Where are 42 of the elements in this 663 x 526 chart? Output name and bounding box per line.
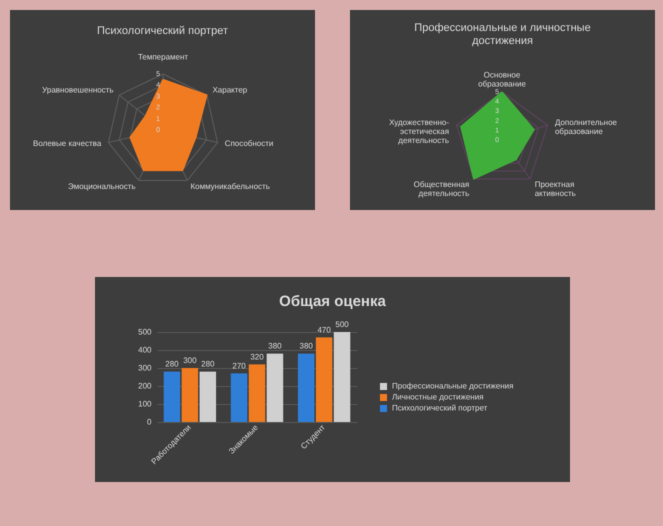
bar xyxy=(298,354,314,422)
data-label: 380 xyxy=(268,342,282,351)
bar xyxy=(200,372,216,422)
spoke-label: Уравновешенность xyxy=(42,86,114,95)
y-tick-label: 0 xyxy=(147,418,152,426)
spoke-label: Эмоциональность xyxy=(68,182,136,192)
spoke-label: Темперамент xyxy=(138,52,188,62)
spoke-label: Характер xyxy=(212,86,248,95)
spoke-label: Волевые качества xyxy=(33,139,102,148)
legend-label: Психологический портрет xyxy=(392,404,488,412)
data-label: 500 xyxy=(335,320,350,329)
bar xyxy=(248,364,266,422)
bar xyxy=(334,332,350,422)
spoke-label: Общественная деятельность xyxy=(414,180,470,198)
data-label: 470 xyxy=(317,325,332,334)
chart-title: Общая оценка xyxy=(279,293,386,310)
y-tick-label: 300 xyxy=(138,364,152,372)
bar xyxy=(182,368,198,422)
data-label: 320 xyxy=(250,352,264,362)
chart-title: Психологический портрет xyxy=(96,25,228,37)
spoke-label: Проектная активность xyxy=(534,180,576,198)
bar xyxy=(316,337,332,422)
spoke-label: Способности xyxy=(224,139,274,148)
spoke-label: Коммуникабельность xyxy=(190,182,270,192)
bar xyxy=(164,372,180,422)
data-label: 300 xyxy=(183,356,198,365)
y-tick-label: 100 xyxy=(138,400,152,408)
bar xyxy=(266,354,284,422)
bar xyxy=(230,373,248,422)
legend-label: Профессиональные достижения xyxy=(392,382,514,390)
y-tick-label: 200 xyxy=(138,382,152,390)
legend-label: Личностные достижения xyxy=(392,392,484,402)
chart-title: Профессиональные и личностные достижения xyxy=(414,22,591,47)
spoke-label: Дополнительное образование xyxy=(554,118,618,136)
data-label: 270 xyxy=(232,361,246,370)
y-tick-label: 400 xyxy=(138,346,152,354)
data-label: 280 xyxy=(201,360,216,369)
spoke-label: Художественно-эстетическая деятельность xyxy=(389,118,450,145)
data-label: 280 xyxy=(165,360,180,369)
data-label: 380 xyxy=(300,342,314,351)
spoke-label: Основное образование xyxy=(478,70,526,88)
y-tick-label: 500 xyxy=(138,328,152,336)
